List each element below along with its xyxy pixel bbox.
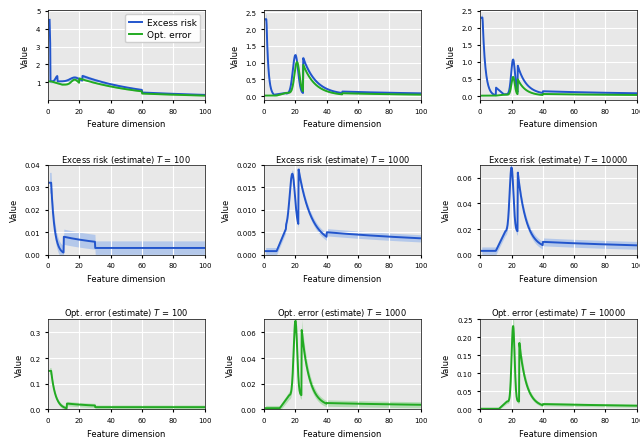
Y-axis label: Value: Value — [442, 199, 451, 222]
Title: Opt. error (estimate) $T$ = 100: Opt. error (estimate) $T$ = 100 — [64, 307, 189, 320]
Opt. error — [417, 93, 424, 98]
Title: Opt. error (estimate) $T$ = 10000: Opt. error (estimate) $T$ = 10000 — [491, 307, 626, 320]
Excess risk — [630, 92, 637, 97]
Excess risk — [336, 91, 344, 96]
Line: Excess risk: Excess risk — [266, 20, 420, 96]
Title: Excess risk (estimate) $T$ = 10000: Excess risk (estimate) $T$ = 10000 — [488, 153, 628, 166]
Opt. error — [355, 92, 362, 97]
Y-axis label: Value: Value — [21, 44, 30, 67]
Excess risk — [138, 88, 146, 93]
Opt. error — [552, 92, 559, 98]
Y-axis label: Value: Value — [10, 199, 19, 222]
Excess risk — [197, 93, 205, 98]
Title: Excess risk (estimate) $T$ = 100: Excess risk (estimate) $T$ = 100 — [61, 153, 191, 166]
Opt. error — [262, 94, 269, 99]
X-axis label: Feature dimension: Feature dimension — [87, 120, 166, 129]
Opt. error — [293, 60, 301, 66]
X-axis label: Feature dimension: Feature dimension — [303, 120, 381, 129]
Excess risk — [130, 87, 138, 92]
X-axis label: Feature dimension: Feature dimension — [87, 274, 166, 283]
Excess risk — [413, 92, 421, 97]
Excess risk — [562, 90, 570, 95]
Opt. error — [173, 93, 180, 98]
Y-axis label: Value: Value — [442, 353, 451, 376]
Excess risk — [553, 90, 561, 95]
Opt. error — [562, 92, 570, 98]
Line: Opt. error: Opt. error — [49, 79, 205, 96]
Excess risk — [389, 91, 397, 96]
Excess risk — [337, 91, 344, 96]
Excess risk — [478, 16, 486, 21]
Opt. error — [45, 80, 53, 85]
Line: Excess risk: Excess risk — [482, 18, 637, 96]
Excess risk — [346, 90, 354, 95]
Excess risk — [605, 91, 613, 96]
Excess risk — [173, 92, 180, 97]
Opt. error — [76, 77, 83, 82]
Line: Opt. error: Opt. error — [266, 63, 420, 96]
Excess risk — [271, 93, 279, 99]
X-axis label: Feature dimension: Feature dimension — [303, 429, 381, 438]
Opt. error — [478, 94, 486, 99]
Opt. error — [605, 93, 613, 98]
Y-axis label: Value: Value — [230, 44, 239, 67]
Y-axis label: Value: Value — [221, 199, 230, 222]
Excess risk — [417, 92, 424, 97]
Excess risk — [552, 90, 559, 95]
Opt. error — [197, 94, 205, 99]
Y-axis label: Value: Value — [447, 44, 456, 67]
Opt. error — [120, 87, 128, 92]
Y-axis label: Value: Value — [226, 353, 235, 376]
Excess risk — [201, 93, 209, 98]
Excess risk — [119, 85, 127, 90]
Excess risk — [633, 92, 640, 97]
Opt. error — [138, 92, 146, 97]
Opt. error — [120, 87, 127, 92]
Opt. error — [337, 92, 344, 98]
Line: Excess risk: Excess risk — [49, 21, 205, 95]
Excess risk — [45, 18, 53, 24]
Opt. error — [553, 92, 561, 98]
Line: Opt. error: Opt. error — [482, 78, 637, 96]
Excess risk — [120, 85, 128, 90]
Opt. error — [130, 88, 138, 94]
Opt. error — [509, 75, 517, 80]
Opt. error — [336, 92, 344, 98]
Excess risk — [492, 93, 500, 99]
Opt. error — [346, 92, 354, 97]
X-axis label: Feature dimension: Feature dimension — [519, 274, 598, 283]
Opt. error — [201, 94, 209, 99]
X-axis label: Feature dimension: Feature dimension — [519, 120, 598, 129]
Opt. error — [633, 93, 640, 99]
X-axis label: Feature dimension: Feature dimension — [87, 429, 166, 438]
Title: Opt. error (estimate) $T$ = 1000: Opt. error (estimate) $T$ = 1000 — [277, 307, 408, 320]
X-axis label: Feature dimension: Feature dimension — [303, 274, 381, 283]
X-axis label: Feature dimension: Feature dimension — [519, 429, 598, 438]
Excess risk — [262, 18, 269, 23]
Y-axis label: Value: Value — [15, 353, 24, 376]
Opt. error — [630, 93, 637, 99]
Legend: Excess risk, Opt. error: Excess risk, Opt. error — [125, 15, 200, 43]
Title: Excess risk (estimate) $T$ = 1000: Excess risk (estimate) $T$ = 1000 — [275, 153, 410, 166]
Excess risk — [570, 90, 578, 95]
Excess risk — [355, 90, 362, 95]
Opt. error — [570, 92, 578, 98]
Opt. error — [389, 92, 397, 98]
Opt. error — [413, 93, 421, 98]
